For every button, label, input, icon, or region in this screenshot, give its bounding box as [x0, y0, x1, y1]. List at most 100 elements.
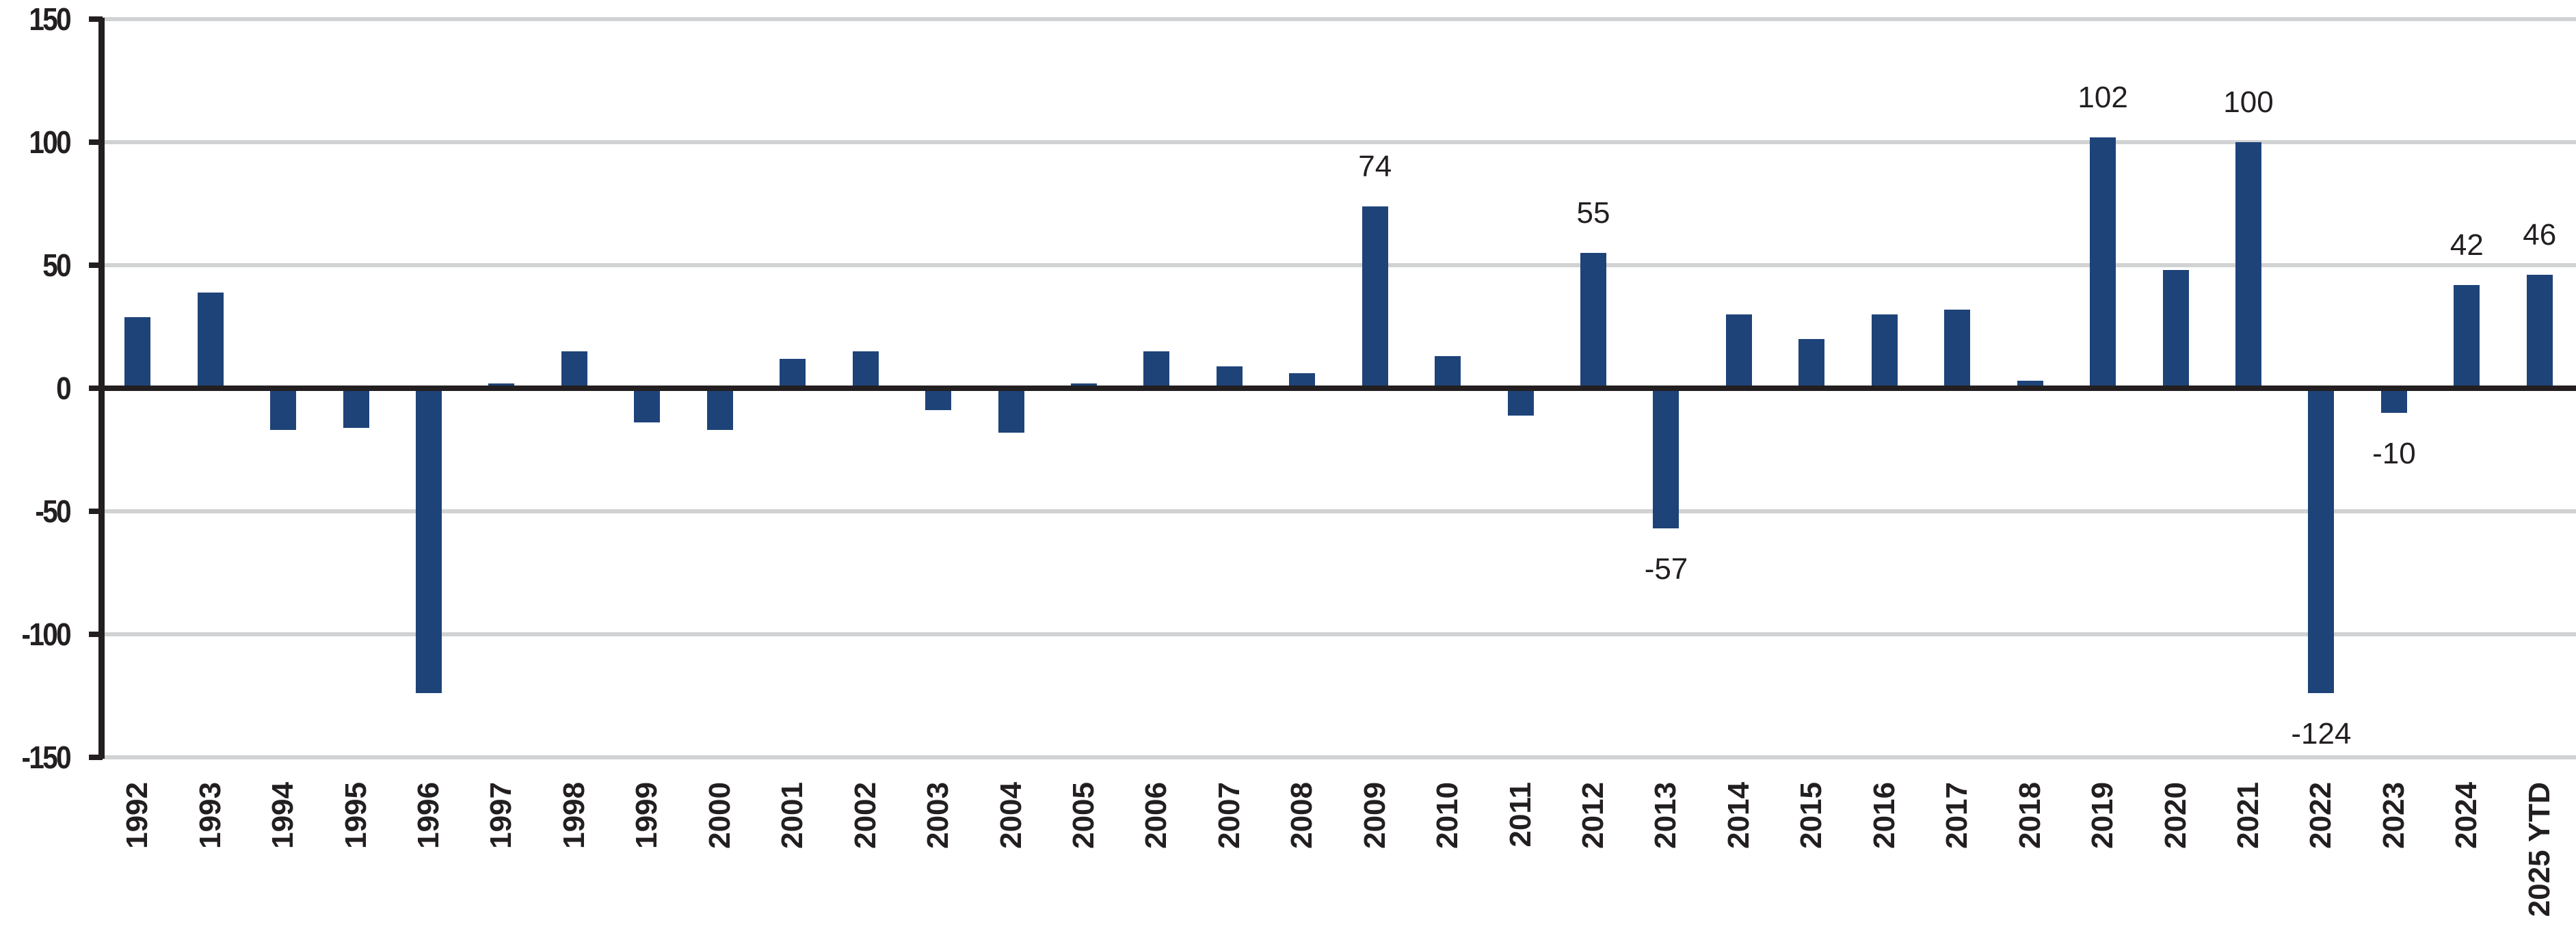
- bar-1998: [561, 351, 587, 388]
- bar-1992: [124, 316, 151, 388]
- x-axis-label: 2025 YTD: [2519, 782, 2560, 946]
- x-axis-label-text: 1994: [266, 782, 300, 849]
- x-axis-label: 2017: [1937, 782, 1978, 946]
- x-axis-label-text: 1998: [557, 782, 591, 849]
- x-axis-label: 2008: [1282, 782, 1323, 946]
- x-axis-label-text: 2017: [1940, 782, 1974, 849]
- data-label: 74: [1358, 149, 1392, 183]
- gridline: [98, 263, 2576, 267]
- x-axis-label: 1996: [408, 782, 449, 946]
- bar-2001: [780, 358, 806, 388]
- x-axis-label-text: 2000: [702, 782, 736, 849]
- data-label: -57: [1644, 552, 1688, 586]
- x-axis-label: 2005: [1063, 782, 1104, 946]
- x-axis-label: 2003: [918, 782, 959, 946]
- x-axis-label: 2022: [2300, 782, 2341, 946]
- x-axis-label: 1999: [626, 782, 667, 946]
- gridline: [98, 140, 2576, 144]
- x-axis-label: 2024: [2446, 782, 2487, 946]
- bar-2012: [1580, 253, 1607, 388]
- x-axis-label: 2011: [1500, 782, 1541, 946]
- gridline: [98, 17, 2576, 21]
- bar-2015: [1798, 339, 1825, 388]
- x-axis-label: 2023: [2374, 782, 2415, 946]
- x-axis-label: 1993: [190, 782, 231, 946]
- x-axis-label: 2001: [772, 782, 813, 946]
- x-axis-label: 2009: [1355, 782, 1396, 946]
- bar-2022: [2308, 388, 2335, 694]
- bar-2019: [2090, 137, 2116, 388]
- x-axis-label: 2014: [1718, 782, 1760, 946]
- x-axis-label-text: 2003: [921, 782, 955, 849]
- x-axis-label-text: 2025 YTD: [2522, 782, 2556, 917]
- x-axis-label-text: 2007: [1212, 782, 1246, 849]
- data-label: -10: [2372, 437, 2416, 470]
- bar-2008: [1289, 373, 1316, 388]
- bar-2016: [1871, 314, 1898, 388]
- x-axis-label-text: 2016: [1867, 782, 1901, 849]
- bar-2000: [706, 388, 733, 431]
- x-axis-label-text: 2023: [2376, 782, 2411, 849]
- x-axis-label-text: 2002: [848, 782, 882, 849]
- zero-baseline: [89, 386, 2576, 391]
- bar-2007: [1216, 366, 1243, 388]
- bar-1994: [270, 388, 297, 431]
- bar-2003: [925, 388, 952, 411]
- bar-1993: [197, 292, 224, 388]
- bar-1996: [415, 388, 442, 694]
- x-axis-label: 2002: [845, 782, 886, 946]
- y-axis-tick: [89, 16, 103, 22]
- gridline: [98, 509, 2576, 513]
- bar-2018: [2017, 381, 2043, 388]
- x-axis-label-text: 2021: [2231, 782, 2265, 849]
- bar-2014: [1725, 314, 1752, 388]
- y-axis-tick: [89, 509, 103, 514]
- gridline: [98, 755, 2576, 759]
- bar-2011: [1507, 388, 1534, 416]
- y-axis-tick: [89, 262, 103, 268]
- x-axis-label: 2004: [991, 782, 1032, 946]
- bar-2002: [852, 351, 879, 388]
- x-axis-label-text: 2022: [2304, 782, 2338, 849]
- x-axis-label-text: 2009: [1357, 782, 1392, 849]
- bar-2013: [1653, 388, 1679, 529]
- x-axis-label-text: 2005: [1066, 782, 1100, 849]
- x-axis-label-text: 1999: [630, 782, 664, 849]
- x-axis-label: 2020: [2155, 782, 2196, 946]
- x-axis-label: 2007: [1209, 782, 1250, 946]
- x-axis-label-text: 1997: [484, 782, 518, 849]
- bar-2021: [2235, 142, 2261, 388]
- x-axis-label-text: 2010: [1431, 782, 1465, 849]
- data-label: -124: [2291, 717, 2352, 751]
- y-axis-tick-label: -150: [21, 740, 72, 775]
- x-axis-label-text: 2011: [1503, 782, 1537, 848]
- data-label: 100: [2223, 85, 2274, 119]
- x-axis-label-text: 2018: [2013, 782, 2047, 849]
- bar-2006: [1143, 351, 1170, 388]
- x-axis-label: 1994: [263, 782, 304, 946]
- x-axis-label-text: 2012: [1576, 782, 1610, 849]
- x-axis-label-text: 2020: [2158, 782, 2192, 849]
- x-axis-label: 1997: [481, 782, 522, 946]
- bar-2017: [1944, 309, 1971, 388]
- data-label: 102: [2077, 80, 2128, 114]
- x-axis-label: 1995: [336, 782, 377, 946]
- bar-2023: [2380, 388, 2407, 413]
- x-axis-label: 2015: [1791, 782, 1832, 946]
- x-axis-label-text: 1995: [338, 782, 373, 849]
- x-axis-label-text: 2015: [1794, 782, 1829, 849]
- y-axis-tick: [89, 755, 103, 760]
- x-axis-label: 2021: [2228, 782, 2269, 946]
- bar-1995: [343, 388, 369, 428]
- x-axis-label: 2013: [1645, 782, 1686, 946]
- x-axis-label-text: 2001: [775, 782, 810, 849]
- x-axis-label-text: 2014: [1721, 782, 1755, 849]
- data-label: 42: [2449, 228, 2484, 262]
- bar-1999: [634, 388, 661, 423]
- x-axis-label: 2000: [700, 782, 741, 946]
- bar-2009: [1362, 206, 1388, 388]
- x-axis-label: 2016: [1864, 782, 1905, 946]
- data-label: 55: [1576, 196, 1610, 230]
- y-axis-tick-label: 150: [29, 1, 71, 37]
